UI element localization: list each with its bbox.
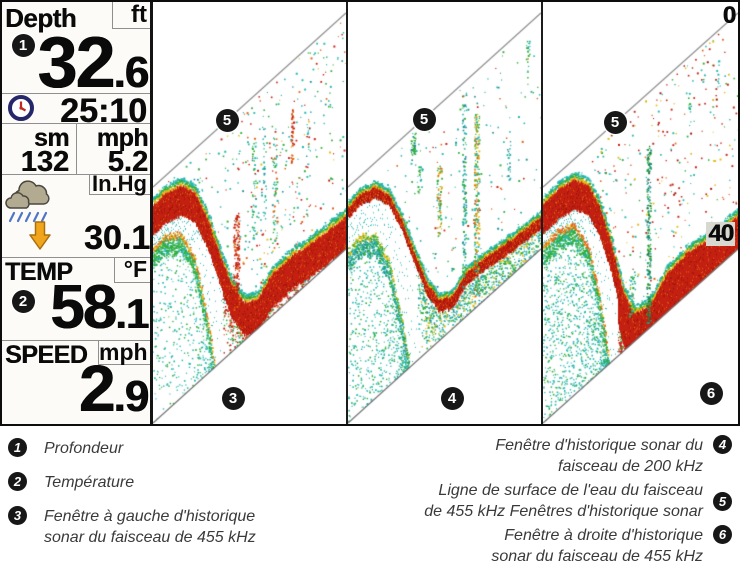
- legend-4-text: Fenêtre d'historique sonar du faisceau d…: [495, 437, 703, 475]
- legend-item-surface-line: Ligne de surface de l'eau du faisceau de…: [424, 480, 732, 522]
- digital-readout-panel: Depth ft 1 32.6 25:10 sm mph: [2, 2, 153, 424]
- speed-unit: mph: [98, 340, 150, 365]
- log-value: 132: [20, 146, 69, 178]
- callout-5-badge: 5: [215, 108, 239, 132]
- figure-legend: 1 Profondeur 2 Température 3 Fenêtre à g…: [0, 430, 740, 570]
- callout-4-badge: 4: [440, 386, 464, 410]
- sonar-history-area: 5 3 5 4 0 40 5 6: [153, 2, 738, 424]
- legend-1-badge: 1: [8, 438, 27, 457]
- divider: [2, 174, 150, 175]
- pane-separator: [346, 2, 348, 424]
- depth-value: 32.6: [37, 23, 149, 103]
- avg-speed-unit: mph: [96, 124, 149, 152]
- legend-6-text: Fenêtre à droite d'historique sonar du f…: [491, 527, 703, 565]
- speed-value: 2.9: [78, 351, 149, 425]
- callout-3-badge: 3: [221, 386, 245, 410]
- callout-2-badge: 2: [11, 289, 35, 313]
- sonar-screen: Depth ft 1 32.6 25:10 sm mph: [0, 0, 740, 426]
- legend-1-text: Profondeur: [44, 440, 124, 457]
- log-unit: sm: [33, 124, 70, 152]
- barometer-unit: In.Hg: [89, 173, 150, 195]
- depth-label: Depth: [5, 3, 77, 33]
- legend-3-text: Fenêtre à gauche d'historique sonar du f…: [44, 508, 256, 546]
- temp-label: TEMP: [5, 258, 73, 286]
- pane-separator: [541, 2, 543, 424]
- sonar-pane-455khz-right: 0 40 5 6: [543, 2, 738, 424]
- legend-5-text: Ligne de surface de l'eau du faisceau de…: [424, 482, 703, 520]
- legend-item-200: Fenêtre d'historique sonar du faisceau d…: [424, 435, 732, 477]
- temp-value: 58.1: [50, 273, 149, 342]
- speed-label: SPEED: [5, 341, 88, 369]
- legend-right-column: Fenêtre d'historique sonar du faisceau d…: [424, 435, 732, 570]
- divider: [76, 124, 77, 174]
- sonar-pane-200khz: 5 4: [348, 2, 541, 424]
- avg-speed-value: 5.2: [107, 146, 148, 178]
- pressure-falling-arrow-icon: [29, 221, 51, 255]
- legend-item-right-455: Fenêtre à droite d'historique sonar du f…: [424, 525, 732, 567]
- legend-item-depth: 1 Profondeur: [8, 438, 256, 459]
- temp-unit: °F: [114, 257, 150, 283]
- callout-6-badge: 6: [699, 381, 723, 405]
- legend-5-badge: 5: [713, 491, 732, 511]
- divider: [2, 257, 150, 258]
- legend-left-column: 1 Profondeur 2 Température 3 Fenêtre à g…: [8, 438, 256, 561]
- legend-6-badge: 6: [713, 525, 732, 544]
- callout-1-badge: 1: [11, 33, 35, 57]
- sonar-history-200khz-canvas: [348, 2, 541, 424]
- sonar-history-455khz-left-canvas: [153, 2, 346, 424]
- legend-2-text: Température: [44, 474, 135, 491]
- sonar-pane-455khz-left: 5 3: [153, 2, 346, 424]
- legend-3-badge: 3: [8, 506, 27, 525]
- divider: [2, 93, 150, 94]
- callout-5-badge: 5: [603, 110, 627, 134]
- timer-clock-icon: [8, 95, 34, 126]
- legend-item-left-455: 3 Fenêtre à gauche d'historique sonar du…: [8, 506, 256, 548]
- depth-scale-zero: 0: [722, 2, 736, 29]
- depth-scale-forty: 40: [706, 220, 735, 247]
- legend-2-badge: 2: [8, 472, 27, 491]
- weather-clouds-icon: [5, 176, 63, 229]
- sonar-history-455khz-right-canvas: [543, 2, 738, 424]
- legend-item-temperature: 2 Température: [8, 472, 256, 493]
- depth-unit: ft: [112, 2, 150, 29]
- divider: [2, 340, 150, 341]
- divider: [2, 123, 150, 124]
- callout-5-badge: 5: [412, 107, 436, 131]
- barometer-value: 30.1: [83, 219, 150, 257]
- timer-value: 25:10: [60, 92, 147, 130]
- legend-4-badge: 4: [713, 435, 732, 454]
